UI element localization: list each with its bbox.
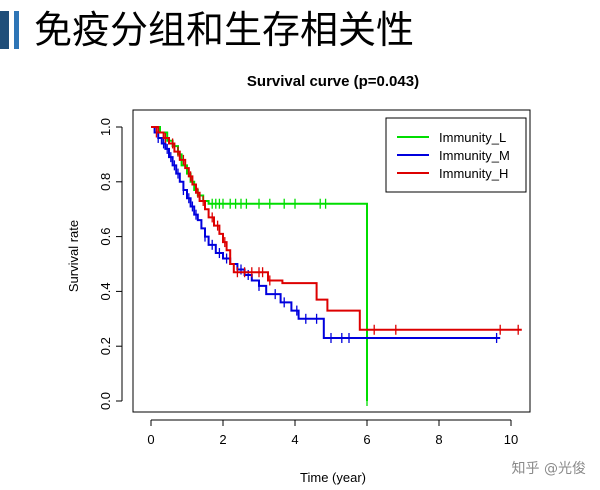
y-tick-label: 1.0	[98, 118, 113, 136]
slide-title: 免疫分组和生存相关性	[34, 8, 415, 52]
x-tick-label: 0	[147, 432, 154, 447]
legend-label: Immunity_L	[439, 130, 506, 145]
slide-header: 免疫分组和生存相关性	[0, 0, 600, 64]
accent-bar-dark	[0, 11, 9, 49]
legend: Immunity_L Immunity_M Immunity_H	[385, 117, 527, 193]
y-tick-label: 0.6	[98, 228, 113, 246]
x-tick-label: 4	[291, 432, 298, 447]
plot-frame	[132, 109, 531, 413]
y-tick-label: 0.4	[98, 282, 113, 300]
accent-bar-light	[14, 11, 19, 49]
x-tick-label: 10	[504, 432, 518, 447]
x-tick-label: 2	[219, 432, 226, 447]
legend-item: Immunity_H	[397, 166, 508, 181]
x-axis-label: Time (year)	[300, 470, 366, 485]
y-tick-label: 0.8	[98, 173, 113, 191]
survival-curve	[151, 126, 522, 331]
x-tick-label: 8	[435, 432, 442, 447]
y-tick-label: 0.0	[98, 392, 113, 410]
y-axis-label: Survival rate	[66, 220, 81, 292]
survival-curve	[151, 126, 501, 339]
series-immunity-l	[151, 126, 368, 406]
series-immunity-h	[151, 126, 522, 335]
series-immunity-m	[151, 126, 501, 343]
legend-item: Immunity_L	[397, 130, 506, 145]
x-tick-label: 6	[363, 432, 370, 447]
watermark: 知乎 @光俊	[511, 461, 586, 477]
survival-curve	[151, 126, 368, 401]
y-tick-label: 0.2	[98, 337, 113, 355]
legend-label: Immunity_H	[439, 166, 508, 181]
legend-label: Immunity_M	[439, 148, 510, 163]
chart-title: Survival curve (p=0.043)	[247, 73, 419, 90]
legend-item: Immunity_M	[397, 148, 510, 163]
